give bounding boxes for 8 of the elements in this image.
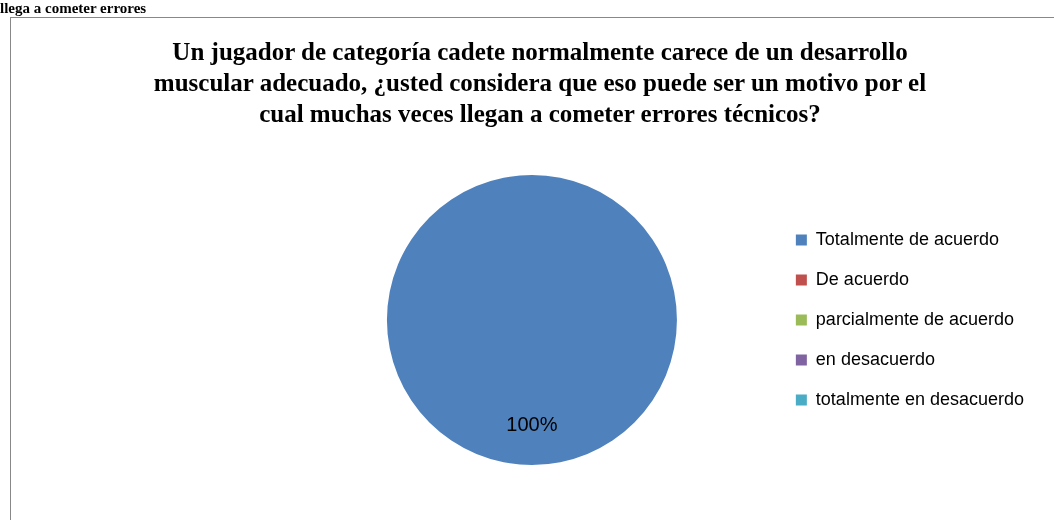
chart-title: Un jugador de categoría cadete normalmente carece de un desarrollo muscular adecuado, ¿usted considera que eso puede ser un motivo por el cual muchas veces llegan a cometer errores técnicos? [152, 37, 928, 129]
legend-label: Totalmente de acuerdo [815, 228, 999, 249]
legend-label: en desacuerdo [815, 348, 935, 369]
legend-label: parcialmente de acuerdo [815, 308, 1014, 329]
legend-label: totalmente en desacuerdo [815, 388, 1025, 409]
data-label: 100% [506, 413, 558, 436]
legend-label: De acuerdo [815, 268, 909, 289]
text: llega a cometer errores [0, 0, 147, 16]
